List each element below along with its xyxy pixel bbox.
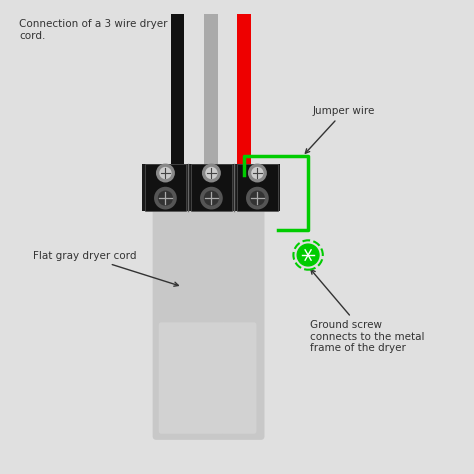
Bar [237, 14, 251, 201]
FancyBboxPatch shape [222, 322, 256, 434]
Circle shape [205, 167, 218, 179]
Circle shape [202, 164, 221, 182]
Circle shape [251, 167, 264, 179]
Bar [204, 14, 218, 201]
Circle shape [159, 167, 172, 179]
Circle shape [246, 187, 269, 210]
Bar [237, 164, 278, 211]
Bar [191, 164, 232, 211]
Text: Flat gray dryer cord: Flat gray dryer cord [33, 251, 178, 286]
FancyBboxPatch shape [153, 198, 264, 440]
Circle shape [200, 187, 223, 210]
Circle shape [156, 164, 175, 182]
Text: Connection of a 3 wire dryer
cord.: Connection of a 3 wire dryer cord. [19, 19, 167, 41]
Text: Jumper wire: Jumper wire [305, 106, 375, 153]
Bar [171, 14, 184, 201]
Circle shape [158, 191, 173, 206]
Circle shape [204, 191, 219, 206]
Text: Ground screw
connects to the metal
frame of the dryer: Ground screw connects to the metal frame… [310, 270, 425, 353]
Circle shape [154, 187, 177, 210]
Bar [145, 164, 186, 211]
Circle shape [297, 244, 319, 266]
Circle shape [250, 191, 265, 206]
FancyBboxPatch shape [191, 322, 225, 434]
Bar [142, 164, 280, 211]
Circle shape [248, 164, 267, 182]
FancyBboxPatch shape [159, 322, 193, 434]
